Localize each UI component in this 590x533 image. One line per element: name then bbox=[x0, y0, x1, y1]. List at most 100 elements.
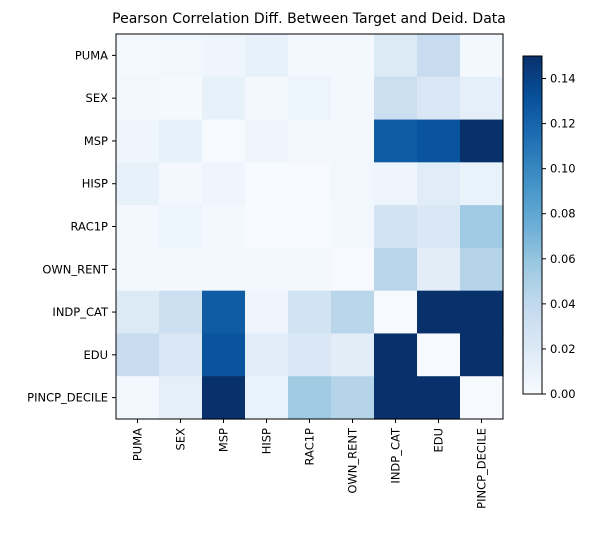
heatmap-cell-EDU-HISP bbox=[245, 333, 289, 377]
heatmap-cell-HISP-MSP bbox=[202, 162, 246, 206]
x-tick-label: SEX bbox=[174, 428, 188, 451]
x-tick-label: RAC1P bbox=[303, 428, 317, 466]
heatmap-cell-RAC1P-MSP bbox=[202, 205, 246, 249]
heatmap-cell-MSP-OWN_RENT bbox=[331, 119, 375, 163]
heatmap-cell-OWN_RENT-OWN_RENT bbox=[331, 247, 375, 292]
y-tick-label: MSP bbox=[84, 134, 108, 148]
heatmap-cell-RAC1P-PINCP_DECILE bbox=[460, 205, 504, 249]
heatmap-cell-HISP-HISP bbox=[245, 162, 289, 206]
heatmap-cell-RAC1P-INDP_CAT bbox=[374, 205, 418, 249]
x-tick-label: OWN_RENT bbox=[346, 427, 360, 494]
heatmap-cell-EDU-MSP bbox=[202, 333, 246, 377]
heatmap-cell-SEX-PINCP_DECILE bbox=[460, 76, 504, 121]
heatmap-cell-SEX-INDP_CAT bbox=[374, 76, 418, 121]
heatmap-cell-EDU-PUMA bbox=[116, 333, 160, 377]
heatmap-cell-EDU-OWN_RENT bbox=[331, 333, 375, 377]
heatmap-cell-OWN_RENT-MSP bbox=[202, 247, 246, 292]
heatmap-cell-SEX-HISP bbox=[245, 76, 289, 121]
heatmap-cell-OWN_RENT-PINCP_DECILE bbox=[460, 247, 504, 292]
heatmap-cell-PINCP_DECILE-OWN_RENT bbox=[331, 376, 375, 420]
colorbar-tick-label: 0.02 bbox=[550, 342, 576, 356]
heatmap-cells bbox=[116, 34, 504, 420]
heatmap-cell-PUMA-RAC1P bbox=[288, 34, 332, 78]
heatmap-cell-SEX-EDU bbox=[417, 76, 461, 121]
heatmap-cell-MSP-PUMA bbox=[116, 119, 160, 163]
heatmap-cell-PINCP_DECILE-MSP bbox=[202, 376, 246, 420]
heatmap-cell-PUMA-PUMA bbox=[116, 34, 160, 78]
heatmap-cell-INDP_CAT-EDU bbox=[417, 290, 461, 335]
heatmap-cell-PINCP_DECILE-RAC1P bbox=[288, 376, 332, 420]
heatmap-cell-SEX-MSP bbox=[202, 76, 246, 121]
colorbar bbox=[522, 55, 543, 395]
heatmap-cell-PUMA-PINCP_DECILE bbox=[460, 34, 504, 78]
colorbar-tick-label: 0.04 bbox=[550, 297, 576, 311]
colorbar-tick-label: 0.00 bbox=[550, 387, 576, 401]
heatmap-cell-OWN_RENT-EDU bbox=[417, 247, 461, 292]
heatmap-cell-MSP-INDP_CAT bbox=[374, 119, 418, 163]
colorbar-tick-label: 0.08 bbox=[550, 207, 576, 221]
heatmap-cell-HISP-PUMA bbox=[116, 162, 160, 206]
heatmap-cell-MSP-SEX bbox=[159, 119, 203, 163]
heatmap-cell-OWN_RENT-PUMA bbox=[116, 247, 160, 292]
heatmap-cell-INDP_CAT-RAC1P bbox=[288, 290, 332, 335]
heatmap-cell-INDP_CAT-INDP_CAT bbox=[374, 290, 418, 335]
heatmap-cell-OWN_RENT-SEX bbox=[159, 247, 203, 292]
heatmap-cell-INDP_CAT-PUMA bbox=[116, 290, 160, 335]
heatmap-cell-INDP_CAT-OWN_RENT bbox=[331, 290, 375, 335]
heatmap-cell-HISP-EDU bbox=[417, 162, 461, 206]
x-tick-label: HISP bbox=[260, 428, 274, 454]
y-tick-label: HISP bbox=[82, 177, 108, 191]
heatmap-cell-INDP_CAT-SEX bbox=[159, 290, 203, 335]
heatmap-cell-EDU-EDU bbox=[417, 333, 461, 377]
y-axis: PUMA SEX MSP HISP RAC1P OWN_RENT INDP_CAT EDU PI… bbox=[27, 48, 116, 405]
heatmap-cell-INDP_CAT-HISP bbox=[245, 290, 289, 335]
y-tick-label: RAC1P bbox=[71, 220, 109, 234]
heatmap-cell-EDU-PINCP_DECILE bbox=[460, 333, 504, 377]
colorbar-axis: 0.00 0.02 0.04 0.06 0.08 0.10 0.12 0.14 bbox=[542, 72, 576, 401]
y-tick-label: PUMA bbox=[75, 48, 108, 62]
heatmap-cell-PINCP_DECILE-PUMA bbox=[116, 376, 160, 420]
heatmap-cell-PUMA-MSP bbox=[202, 34, 246, 78]
heatmap-cell-MSP-HISP bbox=[245, 119, 289, 163]
y-tick-label: INDP_CAT bbox=[52, 305, 109, 319]
x-axis: PUMA SEX MSP HISP RAC1P OWN_RENT INDP_CAT EDU PI… bbox=[131, 419, 489, 509]
heatmap-cell-HISP-SEX bbox=[159, 162, 203, 206]
heatmap-cell-PINCP_DECILE-SEX bbox=[159, 376, 203, 420]
colorbar-tick-label: 0.12 bbox=[550, 117, 576, 131]
heatmap-cell-RAC1P-PUMA bbox=[116, 205, 160, 249]
y-tick-label: EDU bbox=[83, 348, 108, 362]
heatmap-cell-EDU-RAC1P bbox=[288, 333, 332, 377]
colorbar-tick-label: 0.10 bbox=[550, 162, 576, 176]
heatmap-cell-PUMA-OWN_RENT bbox=[331, 34, 375, 78]
heatmap-cell-SEX-OWN_RENT bbox=[331, 76, 375, 121]
heatmap-cell-OWN_RENT-RAC1P bbox=[288, 247, 332, 292]
x-tick-label: EDU bbox=[432, 428, 446, 453]
heatmap-cell-HISP-PINCP_DECILE bbox=[460, 162, 504, 206]
heatmap-cell-MSP-PINCP_DECILE bbox=[460, 119, 504, 163]
y-tick-label: OWN_RENT bbox=[42, 262, 109, 276]
chart-title: Pearson Correlation Diff. Between Target… bbox=[112, 11, 506, 27]
heatmap-cell-EDU-INDP_CAT bbox=[374, 333, 418, 377]
heatmap-cell-RAC1P-RAC1P bbox=[288, 205, 332, 249]
colorbar-tick-label: 0.14 bbox=[550, 72, 576, 86]
heatmap-cell-RAC1P-HISP bbox=[245, 205, 289, 249]
heatmap-cell-PUMA-HISP bbox=[245, 34, 289, 78]
heatmap-cell-MSP-EDU bbox=[417, 119, 461, 163]
heatmap-cell-PINCP_DECILE-PINCP_DECILE bbox=[460, 376, 504, 420]
heatmap-cell-RAC1P-EDU bbox=[417, 205, 461, 249]
heatmap-cell-SEX-SEX bbox=[159, 76, 203, 121]
heatmap-cell-PINCP_DECILE-INDP_CAT bbox=[374, 376, 418, 420]
x-tick-label: INDP_CAT bbox=[389, 427, 403, 484]
y-tick-label: SEX bbox=[86, 91, 109, 105]
y-tick-label: PINCP_DECILE bbox=[27, 391, 108, 405]
colorbar-tick-label: 0.06 bbox=[550, 252, 576, 266]
heatmap-cell-MSP-MSP bbox=[202, 119, 246, 163]
heatmap-cell-PUMA-SEX bbox=[159, 34, 203, 78]
heatmap-cell-MSP-RAC1P bbox=[288, 119, 332, 163]
heatmap-cell-PINCP_DECILE-EDU bbox=[417, 376, 461, 420]
heatmap-cell-HISP-RAC1P bbox=[288, 162, 332, 206]
heatmap-cell-PUMA-EDU bbox=[417, 34, 461, 78]
heatmap-cell-HISP-INDP_CAT bbox=[374, 162, 418, 206]
heatmap-cell-OWN_RENT-HISP bbox=[245, 247, 289, 292]
